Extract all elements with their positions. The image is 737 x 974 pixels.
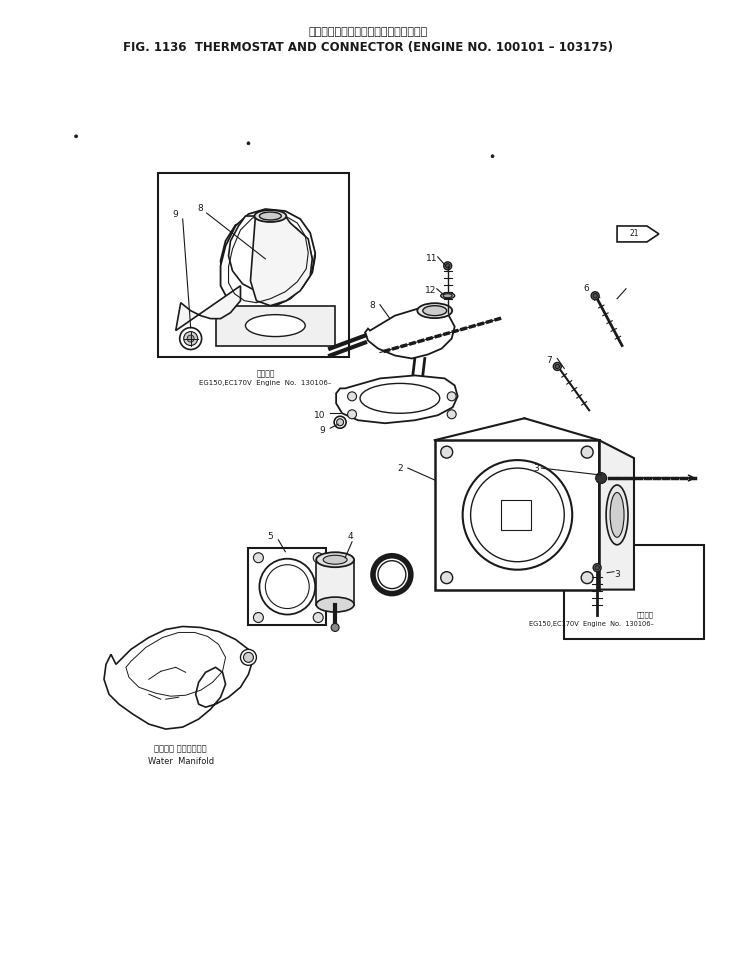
Circle shape	[265, 565, 310, 609]
Ellipse shape	[360, 384, 440, 413]
Polygon shape	[104, 626, 253, 730]
Ellipse shape	[606, 485, 628, 544]
Text: 9: 9	[173, 209, 178, 218]
Circle shape	[581, 446, 593, 458]
Polygon shape	[228, 216, 312, 294]
Bar	[248, 547, 326, 625]
Circle shape	[591, 292, 599, 300]
Circle shape	[595, 566, 599, 570]
Text: 8: 8	[369, 301, 375, 310]
Circle shape	[553, 362, 562, 370]
Text: 11: 11	[426, 254, 438, 263]
Circle shape	[463, 460, 572, 570]
Circle shape	[348, 410, 357, 419]
Polygon shape	[365, 309, 455, 358]
Text: 12: 12	[425, 286, 437, 295]
Ellipse shape	[254, 210, 286, 222]
Circle shape	[74, 134, 77, 138]
Text: 3: 3	[614, 570, 620, 580]
Text: ウォータ マニホールド: ウォータ マニホールド	[154, 744, 207, 754]
Circle shape	[259, 559, 315, 615]
Ellipse shape	[259, 212, 282, 220]
Circle shape	[348, 392, 357, 401]
Circle shape	[184, 331, 198, 346]
Text: Water  Manifold: Water Manifold	[147, 758, 214, 767]
Text: 3: 3	[534, 464, 539, 472]
Circle shape	[447, 392, 456, 401]
Circle shape	[334, 416, 346, 429]
Circle shape	[243, 653, 254, 662]
Circle shape	[240, 650, 256, 665]
Circle shape	[180, 327, 202, 350]
Polygon shape	[617, 226, 659, 242]
Circle shape	[313, 553, 323, 563]
Circle shape	[555, 364, 559, 368]
Text: FIG. 1136  THERMOSTAT AND CONNECTOR (ENGINE NO. 100101 – 103175): FIG. 1136 THERMOSTAT AND CONNECTOR (ENGI…	[123, 41, 613, 55]
Polygon shape	[216, 306, 335, 346]
Ellipse shape	[245, 315, 305, 337]
Ellipse shape	[316, 597, 354, 612]
Circle shape	[445, 264, 450, 268]
Ellipse shape	[316, 552, 354, 567]
Circle shape	[593, 293, 597, 298]
Text: 5: 5	[268, 533, 273, 542]
Bar	[565, 544, 704, 639]
Circle shape	[187, 335, 194, 342]
Ellipse shape	[378, 561, 406, 588]
Circle shape	[593, 564, 601, 572]
Text: サーモスタットおよびコネクタ適用号機: サーモスタットおよびコネクタ適用号機	[308, 26, 427, 37]
Circle shape	[313, 613, 323, 622]
Ellipse shape	[417, 303, 453, 318]
Ellipse shape	[610, 493, 624, 538]
Circle shape	[337, 419, 343, 426]
Bar	[158, 173, 349, 357]
Polygon shape	[220, 209, 315, 311]
Circle shape	[331, 623, 339, 631]
Circle shape	[441, 446, 453, 458]
Text: 10: 10	[314, 411, 325, 420]
Polygon shape	[175, 285, 240, 330]
Bar	[316, 560, 354, 605]
Text: 6: 6	[584, 284, 589, 293]
Ellipse shape	[441, 293, 455, 299]
Text: 8: 8	[198, 204, 203, 212]
Text: 21: 21	[629, 230, 639, 239]
Bar	[435, 440, 599, 589]
Circle shape	[441, 572, 453, 583]
Circle shape	[447, 410, 456, 419]
Ellipse shape	[443, 294, 453, 298]
Circle shape	[444, 262, 452, 270]
Polygon shape	[220, 218, 315, 309]
Circle shape	[254, 613, 263, 622]
Circle shape	[247, 142, 250, 145]
Polygon shape	[336, 375, 458, 424]
Text: 7: 7	[547, 356, 552, 365]
Circle shape	[254, 553, 263, 563]
Circle shape	[581, 572, 593, 583]
Text: 適用号機: 適用号機	[637, 612, 654, 618]
Polygon shape	[599, 440, 634, 589]
Circle shape	[471, 468, 565, 562]
Text: EG150,EC170V  Engine  No.  130106–: EG150,EC170V Engine No. 130106–	[529, 621, 654, 627]
Bar	[501, 500, 531, 530]
Text: 4: 4	[347, 533, 353, 542]
Text: 9: 9	[319, 426, 325, 434]
Text: 2: 2	[397, 464, 402, 472]
Text: EG150,EC170V  Engine  No.  130106–: EG150,EC170V Engine No. 130106–	[199, 381, 332, 387]
Text: 適用号機: 適用号機	[256, 369, 275, 378]
Circle shape	[595, 472, 607, 483]
Ellipse shape	[423, 306, 447, 316]
Polygon shape	[251, 216, 312, 306]
Circle shape	[491, 155, 494, 158]
Ellipse shape	[323, 555, 347, 564]
